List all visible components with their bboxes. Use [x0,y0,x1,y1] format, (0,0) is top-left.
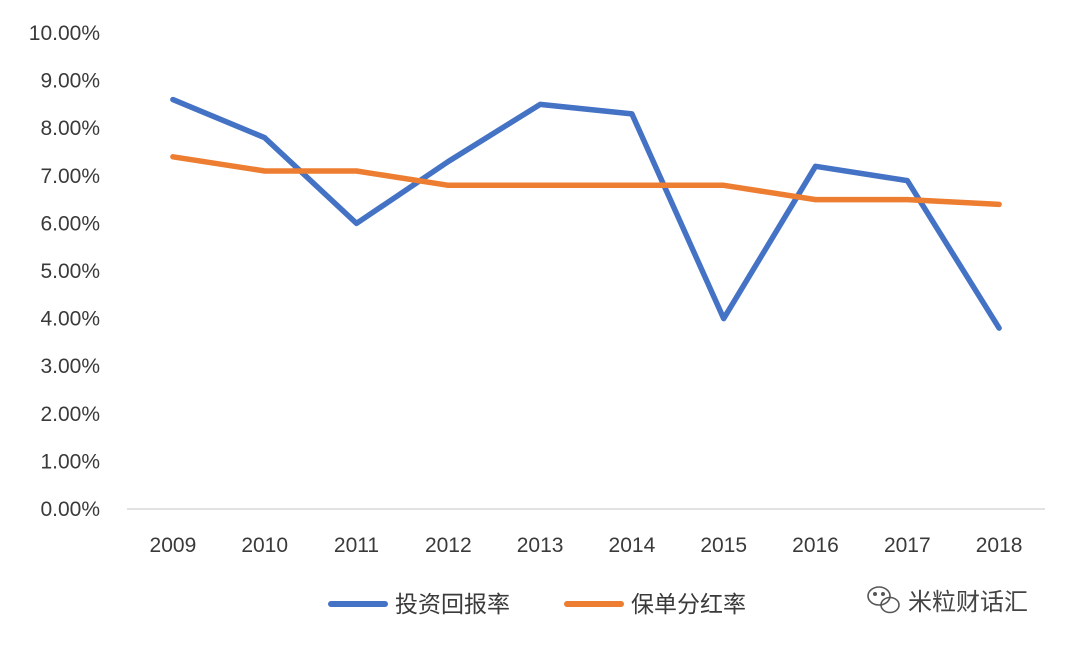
x-tick-label: 2014 [609,534,656,557]
y-tick-label: 1.00% [40,450,100,473]
x-axis-ticks: 2009 2010 2011 2012 2013 2014 2015 2016 2017 2018 [150,534,1023,557]
x-tick-label: 2018 [976,534,1023,557]
legend-label-investment-return: 投资回报率 [395,592,510,618]
watermark-text: 米粒财话汇 [908,588,1028,616]
legend: 投资回报率 保单分红率 [328,592,746,618]
wechat-icon [867,586,900,614]
series-lines [170,96,1002,331]
y-tick-label: 5.00% [40,260,100,283]
x-tick-label: 2011 [334,534,379,557]
y-tick-label: 6.00% [40,212,100,235]
x-tick-label: 2017 [884,534,931,557]
y-tick-label: 9.00% [40,70,100,93]
series-line-investment-return [170,96,1002,331]
x-tick-label: 2016 [792,534,839,557]
x-tick-label: 2012 [425,534,472,557]
x-tick-label: 2009 [150,534,197,557]
y-tick-label: 8.00% [40,117,100,140]
y-tick-label: 2.00% [40,403,100,426]
watermark: 米粒财话汇 [867,586,1028,616]
y-tick-label: 4.00% [40,308,100,331]
y-tick-label: 3.00% [40,355,100,378]
legend-label-dividend-rate: 保单分红率 [631,592,746,618]
y-tick-label: 7.00% [40,165,100,188]
x-tick-label: 2015 [700,534,747,557]
y-tick-label: 0.00% [40,498,100,521]
y-axis-ticks: 0.00% 1.00% 2.00% 3.00% 4.00% 5.00% 6.00% 7.00%… [29,22,100,521]
y-tick-label: 10.00% [29,22,100,45]
series-line-dividend-rate [170,154,1002,208]
x-tick-label: 2013 [517,534,564,557]
x-tick-label: 2010 [241,534,288,557]
